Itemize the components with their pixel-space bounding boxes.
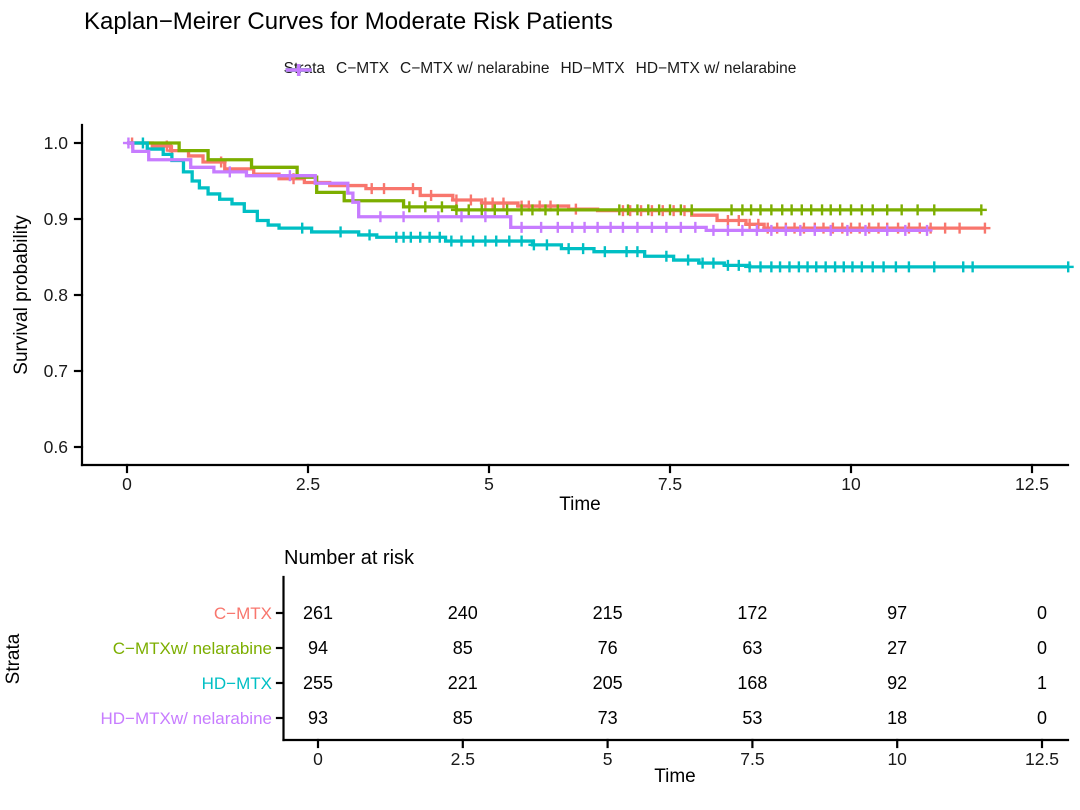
x-tick-label: 2.5 xyxy=(296,474,320,494)
risk-count: 73 xyxy=(598,708,618,728)
legend-entry-label: HD−MTX w/ nelarabine xyxy=(635,60,797,77)
risk-table: 0 2.5 5 7.5 10 12.5C−MTX 261 240 215 172 97 0C−MTXw… xyxy=(101,575,1070,769)
risk-count: 27 xyxy=(887,638,907,658)
risk-count: 63 xyxy=(742,638,762,658)
risk-count: 0 xyxy=(1037,708,1047,728)
x-tick-label: 12.5 xyxy=(1015,474,1049,494)
x-tick-label: 7.5 xyxy=(658,474,682,494)
legend-entry-label: HD−MTX xyxy=(560,60,625,77)
risk-count: 205 xyxy=(593,673,623,693)
risk-count: 240 xyxy=(448,603,478,623)
risk-row-label: HD−MTX xyxy=(202,674,272,693)
x-tick-label: 0 xyxy=(122,474,132,494)
risk-table-x-axis-title: Time xyxy=(654,766,696,787)
risk-table-x-tick-label: 12.5 xyxy=(1025,749,1059,769)
legend-entry-hd-mtx-nelarabine: HD−MTX w/ nelarabine xyxy=(285,60,797,78)
risk-count: 0 xyxy=(1037,603,1047,623)
y-tick-label: 1.0 xyxy=(44,133,69,153)
legend-entry-label: C−MTX w/ nelarabine xyxy=(400,60,550,77)
km-series-c-mtx-nelarabine xyxy=(127,141,987,216)
risk-count: 221 xyxy=(448,673,478,693)
risk-count: 93 xyxy=(308,708,328,728)
risk-count: 255 xyxy=(303,673,333,693)
km-curve-c-mtx xyxy=(127,141,985,230)
risk-count: 1 xyxy=(1037,673,1047,693)
risk-count: 215 xyxy=(593,603,623,623)
risk-count: 18 xyxy=(887,708,907,728)
x-tick-label: 5 xyxy=(484,474,494,494)
km-curve-hd-mtx-nelarabine xyxy=(127,141,928,233)
risk-count: 0 xyxy=(1037,638,1047,658)
risk-count: 85 xyxy=(453,638,473,658)
risk-table-x-tick-label: 0 xyxy=(313,749,323,769)
plot-title: Kaplan−Meirer Curves for Moderate Risk P… xyxy=(84,8,613,35)
risk-row-label: C−MTX xyxy=(214,604,272,623)
risk-row-label: HD−MTXw/ nelarabine xyxy=(101,709,273,728)
risk-count: 261 xyxy=(303,603,333,623)
y-tick-label: 0.6 xyxy=(44,437,68,457)
censor-marks-hd-mtx-nelarabine xyxy=(122,137,933,236)
risk-count: 92 xyxy=(887,673,907,693)
censor-marks-c-mtx-nelarabine xyxy=(403,201,987,216)
risk-table-x-tick-label: 5 xyxy=(603,749,613,769)
risk-table-title: Number at risk xyxy=(284,547,415,569)
legend-entry-label: C−MTX xyxy=(336,60,390,77)
y-tick-label: 0.8 xyxy=(44,285,68,305)
risk-count: 97 xyxy=(887,603,907,623)
risk-table-x-tick-label: 7.5 xyxy=(740,749,764,769)
km-curve-hd-mtx xyxy=(127,141,1069,269)
risk-row-label: C−MTXw/ nelarabine xyxy=(113,639,272,658)
censor-marks-hd-mtx xyxy=(137,137,1074,273)
km-series-hd-mtx-nelarabine xyxy=(122,137,933,236)
risk-count: 172 xyxy=(737,603,767,623)
main-axes: 1.0 0.9 0.8 0.7 0.6 0 2.5 5 7.5 10 12.5 xyxy=(44,123,1070,494)
plus-marker-icon xyxy=(285,64,312,76)
risk-count: 76 xyxy=(598,638,618,658)
risk-count: 85 xyxy=(453,708,473,728)
risk-count: 94 xyxy=(308,638,328,658)
risk-count: 168 xyxy=(737,673,767,693)
risk-count: 53 xyxy=(742,708,762,728)
y-tick-label: 0.7 xyxy=(44,361,68,381)
x-tick-label: 10 xyxy=(841,474,861,494)
legend: Strata C−MTX C−MTX w/ nelarabine HD−MTX xyxy=(284,60,797,78)
risk-table-x-tick-label: 10 xyxy=(887,749,907,769)
km-series-hd-mtx xyxy=(127,137,1074,273)
x-axis-title: Time xyxy=(559,494,601,515)
y-tick-label: 0.9 xyxy=(44,209,68,229)
risk-table-x-tick-label: 2.5 xyxy=(451,749,475,769)
